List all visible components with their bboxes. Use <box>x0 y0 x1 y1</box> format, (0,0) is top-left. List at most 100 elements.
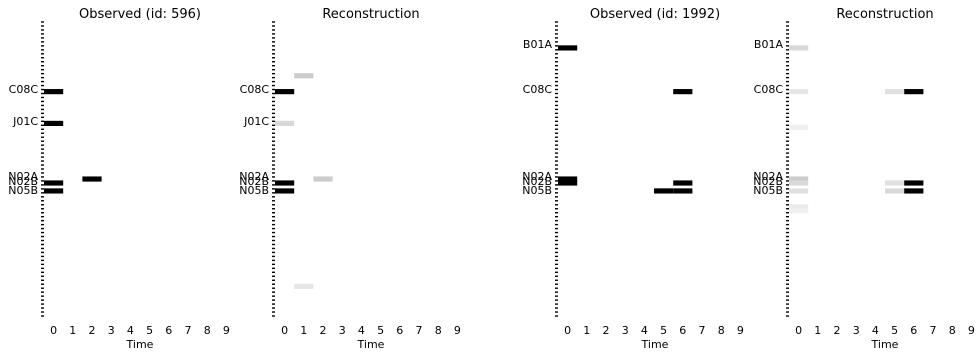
heatmap-cell <box>44 120 64 126</box>
heatmap-cell <box>673 89 693 95</box>
y-tick-label: J01C <box>12 115 38 128</box>
x-tick-label: 1 <box>69 324 76 337</box>
heatmap-cell <box>673 188 693 194</box>
x-tick-label: 6 <box>679 324 686 337</box>
x-tick-label: 7 <box>930 324 937 337</box>
y-tick-label: N05B <box>239 184 269 197</box>
x-tick-label: 0 <box>795 324 802 337</box>
panel-reconstruction-596: Reconstruction Time 0 1 2 3 4 5 6 7 8 9 C08C J01C N0… <box>239 7 461 351</box>
x-tick-label: 8 <box>435 324 442 337</box>
x-tick-label: 9 <box>223 324 230 337</box>
x-tick-label: 1 <box>814 324 821 337</box>
x-tick-label: 5 <box>377 324 384 337</box>
x-tick-label: 4 <box>358 324 365 337</box>
y-tick-label: B01A <box>754 38 784 51</box>
x-tick-label: 8 <box>718 324 725 337</box>
x-tick-label: 1 <box>300 324 307 337</box>
heatmap-cell <box>275 180 295 186</box>
heatmap-cell <box>44 89 64 95</box>
heatmap-cell <box>44 180 64 186</box>
x-axis-label: Time <box>871 338 899 351</box>
heatmap-cell <box>294 73 314 79</box>
heatmap-cell <box>275 188 295 194</box>
y-tick-label: N05B <box>522 184 552 197</box>
y-tick-label: C08C <box>523 83 553 96</box>
heatmap-cell <box>904 180 924 186</box>
x-tick-label: 2 <box>603 324 610 337</box>
x-tick-label: 6 <box>910 324 917 337</box>
x-tick-label: 8 <box>949 324 956 337</box>
x-tick-label: 4 <box>127 324 134 337</box>
heatmap-cell <box>904 188 924 194</box>
x-tick-label: 2 <box>89 324 96 337</box>
heatmap-cell <box>654 188 674 194</box>
x-tick-label: 5 <box>660 324 667 337</box>
heatmap-cell <box>82 176 102 182</box>
x-tick-label: 4 <box>641 324 648 337</box>
x-tick-label: 9 <box>968 324 975 337</box>
x-tick-label: 5 <box>891 324 898 337</box>
heatmap-cell <box>673 180 693 186</box>
heatmap-cell <box>789 188 809 194</box>
x-tick-label: 2 <box>834 324 841 337</box>
heatmap-cell <box>558 176 578 182</box>
heatmap-cell <box>885 89 905 95</box>
x-tick-label: 6 <box>396 324 403 337</box>
y-tick-label: N05B <box>753 184 783 197</box>
y-tick-label: N02A <box>8 170 38 183</box>
y-tick-label: N05B <box>8 184 38 197</box>
y-tick-label: C08C <box>754 83 784 96</box>
x-tick-label: 7 <box>699 324 706 337</box>
y-tick-label: C08C <box>9 83 39 96</box>
heatmap-cell <box>275 89 295 95</box>
heatmap-cell <box>558 45 578 51</box>
y-tick-label: N02A <box>522 170 552 183</box>
x-tick-label: 7 <box>416 324 423 337</box>
x-tick-label: 1 <box>583 324 590 337</box>
x-tick-label: 0 <box>50 324 57 337</box>
panel-reconstruction-1992: Reconstruction Time 0 1 2 3 4 5 6 7 8 9 B01A C08C N0… <box>753 7 975 351</box>
y-tick-label: B01A <box>523 38 553 51</box>
heatmap-cell <box>789 45 809 51</box>
x-axis-label: Time <box>357 338 385 351</box>
heatmap-cell <box>558 180 578 186</box>
x-tick-label: 0 <box>281 324 288 337</box>
x-tick-label: 4 <box>872 324 879 337</box>
panel-title: Observed (id: 596) <box>79 7 201 22</box>
panel-observed-1992: Observed (id: 1992) Time 0 1 2 3 4 5 6 7 8 9 B01A C… <box>522 7 744 351</box>
panel-title: Reconstruction <box>836 7 933 22</box>
y-tick-label: N02B <box>239 175 269 188</box>
y-tick-label: N02B <box>8 175 38 188</box>
x-tick-label: 3 <box>853 324 860 337</box>
heatmap-cell <box>789 204 809 210</box>
x-tick-label: 9 <box>737 324 744 337</box>
x-tick-label: 3 <box>108 324 115 337</box>
panel-title: Observed (id: 1992) <box>590 7 720 22</box>
x-tick-label: 3 <box>622 324 629 337</box>
y-tick-label: C08C <box>240 83 270 96</box>
x-axis-label: Time <box>641 338 669 351</box>
y-tick-label: J01C <box>243 115 269 128</box>
x-tick-label: 2 <box>320 324 327 337</box>
heatmap-cell <box>313 176 333 182</box>
x-tick-label: 0 <box>564 324 571 337</box>
x-tick-label: 6 <box>165 324 172 337</box>
y-tick-label: N02B <box>753 175 783 188</box>
y-tick-label: N02B <box>522 175 552 188</box>
heatmap-cell <box>789 180 809 186</box>
heatmap-cell <box>789 89 809 95</box>
heatmap-cell <box>885 180 905 186</box>
heatmap-cell <box>294 283 314 289</box>
heatmap-cell <box>904 89 924 95</box>
x-tick-label: 5 <box>146 324 153 337</box>
panel-title: Reconstruction <box>322 7 419 22</box>
heatmap-cell <box>44 188 64 194</box>
heatmap-cell <box>789 176 809 182</box>
x-tick-label: 3 <box>339 324 346 337</box>
x-tick-label: 9 <box>454 324 461 337</box>
y-tick-label: N02A <box>239 170 269 183</box>
heatmap-cell <box>275 120 295 126</box>
x-tick-label: 7 <box>185 324 192 337</box>
x-tick-label: 8 <box>204 324 211 337</box>
